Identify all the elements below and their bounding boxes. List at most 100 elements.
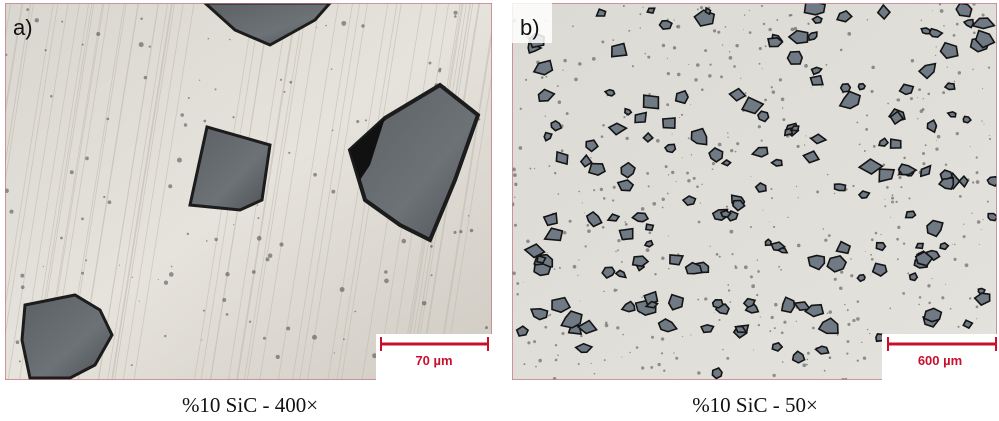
texture: [902, 292, 905, 295]
texture: [932, 10, 933, 11]
texture: [807, 359, 809, 361]
texture: [764, 99, 767, 102]
texture: [646, 248, 650, 252]
texture: [603, 291, 605, 293]
texture: [645, 241, 653, 247]
texture: [750, 226, 752, 228]
texture: [668, 235, 669, 236]
texture: [45, 49, 47, 51]
texture: [572, 25, 574, 27]
texture: [757, 270, 760, 273]
texture: [361, 24, 364, 27]
texture: [16, 340, 20, 344]
texture: [876, 243, 885, 251]
texture: [667, 193, 669, 195]
texture: [763, 23, 765, 25]
texture: [624, 221, 626, 223]
texture: [988, 66, 990, 68]
texture: [199, 80, 200, 81]
texture: [313, 173, 317, 177]
texture: [35, 18, 39, 22]
texture: [331, 68, 333, 70]
texture: [861, 342, 862, 343]
texture: [806, 364, 808, 366]
texture: [976, 305, 979, 308]
texture: [783, 321, 786, 324]
texture: [981, 120, 982, 121]
texture: [263, 337, 266, 340]
texture: [900, 186, 902, 188]
texture: [959, 195, 962, 198]
panel-label: b): [520, 15, 540, 40]
texture: [826, 64, 828, 66]
texture: [177, 158, 182, 163]
texture: [759, 63, 761, 65]
texture: [866, 114, 868, 116]
texture: [616, 326, 619, 329]
texture: [884, 205, 886, 207]
texture: [735, 151, 737, 153]
texture: [594, 373, 596, 375]
texture: [728, 289, 730, 291]
texture: [615, 251, 616, 252]
texture: [558, 193, 560, 195]
texture: [751, 284, 755, 288]
texture: [384, 279, 389, 284]
texture: [918, 304, 920, 306]
texture: [578, 259, 579, 260]
texture: [257, 204, 258, 205]
texture: [837, 334, 839, 336]
texture: [555, 344, 557, 346]
texture: [766, 239, 772, 245]
texture: [620, 229, 633, 240]
texture: [668, 174, 669, 175]
texture: [519, 146, 523, 150]
texture: [665, 144, 675, 152]
texture: [641, 366, 644, 369]
texture: [753, 349, 754, 350]
texture: [252, 270, 256, 274]
texture: [226, 313, 229, 316]
texture: [561, 149, 564, 152]
texture: [537, 256, 546, 263]
texture: [140, 18, 142, 20]
texture: [756, 294, 758, 296]
texture: [676, 181, 677, 182]
texture: [713, 300, 723, 308]
texture: [898, 176, 901, 179]
texture: [431, 274, 433, 276]
texture: [859, 143, 861, 145]
texture: [623, 5, 625, 7]
texture: [782, 107, 783, 108]
texture: [856, 122, 858, 124]
texture: [870, 254, 872, 256]
texture: [907, 272, 909, 274]
texture: [149, 46, 151, 48]
texture: [821, 86, 822, 87]
texture: [804, 144, 805, 145]
texture: [525, 79, 527, 81]
texture: [749, 31, 752, 34]
texture: [171, 266, 173, 268]
texture: [719, 256, 721, 258]
texture: [558, 100, 562, 104]
texture: [923, 98, 924, 99]
texture: [807, 352, 810, 355]
texture: [954, 244, 955, 245]
texture: [331, 190, 335, 194]
texture: [679, 117, 680, 118]
texture: [559, 267, 561, 269]
texture: [922, 152, 925, 155]
texture: [85, 156, 89, 160]
texture: [696, 63, 700, 67]
texture: [82, 44, 84, 46]
texture: [554, 172, 556, 174]
texture: [771, 86, 773, 88]
texture: [977, 220, 981, 224]
texture: [586, 224, 589, 227]
texture: [834, 193, 835, 194]
texture: [840, 271, 843, 274]
texture: [549, 314, 551, 316]
texture: [731, 253, 733, 255]
texture: [625, 223, 628, 226]
